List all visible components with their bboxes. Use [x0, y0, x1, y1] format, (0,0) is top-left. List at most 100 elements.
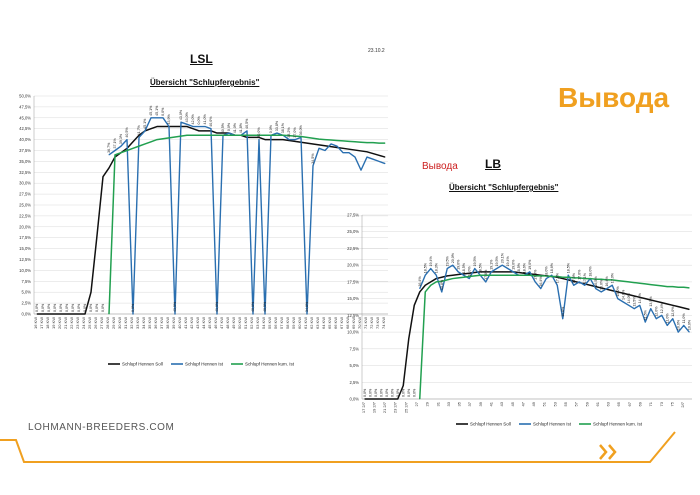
data-label: 45,1% — [155, 105, 159, 116]
data-point — [375, 398, 377, 400]
data-point — [507, 271, 509, 273]
data-label: 34,8% — [305, 301, 309, 312]
data-label: 34,5% — [311, 153, 315, 164]
data-point — [578, 281, 580, 283]
overlay-word-large: Вывода — [558, 82, 670, 113]
data-point — [306, 313, 308, 315]
data-point — [378, 160, 380, 162]
data-label: 43,9% — [167, 114, 171, 125]
data-point — [424, 274, 426, 276]
data-label: 11,0% — [665, 313, 669, 324]
x-tick-label: 35 — [457, 401, 462, 406]
x-tick-label: 63 — [606, 401, 611, 406]
y-tick-label: 12,5% — [347, 313, 359, 318]
x-tick-label: 25 KW — [87, 317, 92, 329]
data-point — [452, 278, 454, 280]
chevron-icons — [599, 444, 617, 460]
data-point — [567, 276, 569, 278]
data-label: 37,1% — [113, 138, 117, 149]
data-point — [294, 135, 296, 137]
x-tick-label: 67 — [627, 401, 632, 406]
data-point — [655, 318, 657, 320]
data-point — [408, 338, 410, 340]
x-tick-label: 18 KW — [45, 317, 50, 329]
data-point — [485, 281, 487, 283]
data-point — [672, 318, 674, 320]
data-label: 0,0% — [95, 303, 99, 312]
x-tick-label: 40 KW — [177, 317, 182, 329]
footer-line — [0, 439, 490, 463]
x-tick-label: 19 KW — [51, 317, 56, 329]
data-point — [490, 271, 492, 273]
data-point — [633, 282, 635, 284]
data-label: 14,6% — [621, 289, 625, 300]
data-point — [144, 143, 146, 145]
data-point — [369, 398, 371, 400]
data-point — [306, 142, 308, 144]
data-point — [252, 313, 254, 315]
data-point — [342, 152, 344, 154]
data-point — [108, 154, 110, 156]
x-tick-label: 16 KW — [33, 317, 38, 329]
data-point — [108, 167, 110, 169]
data-point — [276, 132, 278, 134]
data-point — [606, 288, 608, 290]
data-label: 18,5% — [478, 262, 482, 273]
data-label: 41,0% — [203, 114, 207, 125]
data-label: 0,0% — [379, 388, 383, 397]
data-label: 41,7% — [137, 124, 141, 135]
data-point — [474, 272, 476, 273]
data-label: 0,0% — [407, 388, 411, 397]
x-tick-label: 32 KW — [129, 317, 134, 329]
data-point — [354, 141, 356, 143]
x-tick-label: 43 KW — [195, 317, 200, 329]
data-point — [252, 136, 254, 138]
data-point — [534, 274, 536, 275]
data-point — [120, 145, 122, 147]
data-point — [264, 134, 266, 136]
data-label: 17,0% — [572, 272, 576, 283]
data-point — [318, 138, 320, 140]
data-point — [354, 149, 356, 151]
data-label: 10,0% — [687, 319, 691, 330]
data-label: 11,0% — [682, 313, 686, 324]
x-tick-label: 41 — [488, 401, 493, 406]
data-point — [204, 126, 206, 127]
x-tick-label: 33 KW — [135, 317, 140, 329]
data-point — [246, 130, 248, 132]
data-label: 17,6% — [484, 269, 488, 280]
x-tick-label: 69 — [638, 401, 643, 406]
brand-footer: LOHMANN-BREEDERS.COM — [28, 422, 175, 433]
x-tick-label: 65 — [616, 401, 621, 406]
legend-label: Schlupf Hennen Soll — [122, 362, 163, 367]
data-point — [622, 292, 624, 294]
data-point — [138, 136, 140, 138]
data-point — [366, 156, 368, 158]
data-label: 20,1% — [500, 252, 504, 263]
x-tick-label: 37 KW — [159, 317, 164, 329]
x-tick-label: 66 KW — [333, 317, 338, 329]
data-label: 18,6% — [550, 262, 554, 273]
data-point — [611, 279, 613, 281]
data-point — [529, 271, 531, 273]
data-point — [672, 304, 674, 306]
x-tick-label: 47 — [520, 401, 525, 406]
data-point — [595, 278, 597, 280]
data-point — [633, 308, 635, 310]
data-point — [496, 274, 498, 276]
data-point — [96, 235, 98, 236]
legend-label: Schlupf Hennen Ist — [533, 422, 572, 427]
x-tick-label: 31 KW — [123, 317, 128, 329]
x-tick-label: 58 KW — [285, 317, 290, 329]
data-point — [622, 280, 624, 282]
data-point — [364, 398, 366, 400]
x-tick-label: 17 2/7 — [361, 401, 366, 413]
data-label: 0,0% — [396, 388, 400, 397]
data-point — [84, 313, 86, 315]
data-point — [246, 134, 248, 136]
data-point — [210, 128, 212, 130]
data-point — [354, 156, 356, 158]
data-point — [132, 147, 134, 149]
x-tick-label: 39 — [478, 401, 483, 406]
y-tick-label: 25,0% — [347, 229, 359, 234]
